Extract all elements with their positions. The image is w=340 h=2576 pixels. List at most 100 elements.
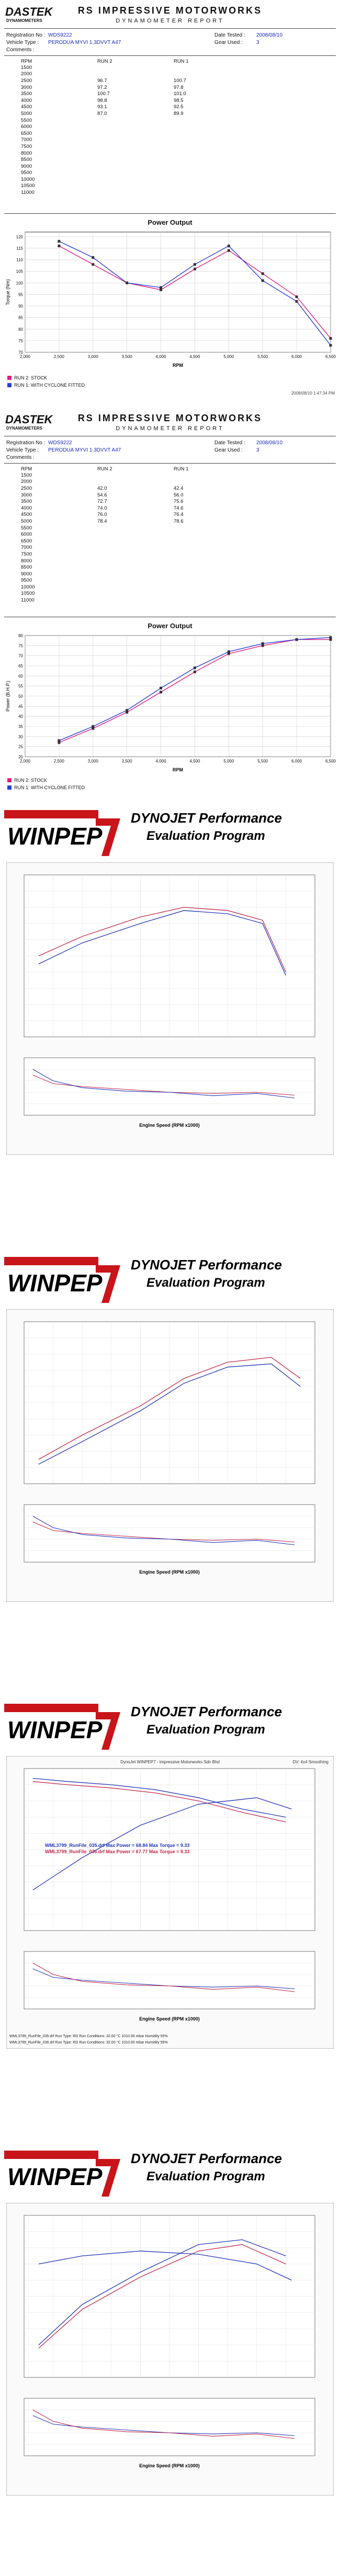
table-cell: 98.8 — [97, 97, 107, 103]
winpep-report: WINPEP DYNOJET Performance Evaluation Pr… — [0, 2145, 340, 2574]
table-row: 3500 100.7 101.0 — [21, 90, 250, 97]
table-cell — [174, 137, 250, 144]
report-subtitle: DYNAMOMETER REPORT — [116, 425, 224, 432]
table-row: 5500 — [21, 525, 250, 532]
x-tick-label: 3,000 — [88, 759, 99, 764]
table-cell: 8000 — [21, 558, 32, 564]
table-row: 7500 — [21, 143, 250, 150]
data-point — [160, 687, 163, 690]
table-row: 5500 — [21, 117, 250, 124]
dyno-curve — [38, 2239, 286, 2346]
table-cell: 6500 — [21, 130, 32, 136]
table-cell — [97, 472, 174, 479]
y-tick-label: 65 — [18, 664, 23, 668]
vehicle-row: Vehicle Type : PERODUA MYVI 1.3DVVT A47 — [6, 40, 121, 45]
divider — [4, 28, 336, 29]
y-tick-label: 90 — [18, 304, 23, 309]
table-cell — [174, 64, 250, 71]
winpep-subtitle: Evaluation Program — [146, 1723, 265, 1737]
table-cell: 10500 — [21, 183, 35, 189]
logo-text: WINPEP — [7, 1269, 103, 1297]
table-row: 10000 — [21, 584, 250, 591]
table-cell: 1500 — [21, 472, 32, 478]
table-cell: 72.7 — [97, 499, 107, 505]
table-cell — [174, 525, 250, 532]
x-tick-label: 4,000 — [156, 759, 167, 764]
footnote-2: WML3799_RunFile_036.drf Run Type: RD Run… — [9, 2040, 168, 2044]
svg-text:DYNAMOMETERS: DYNAMOMETERS — [6, 18, 43, 23]
y-tick-label: 75 — [18, 339, 23, 343]
table-cell — [97, 558, 174, 564]
table-cell — [97, 584, 174, 591]
y-tick-label: 25 — [18, 745, 23, 749]
data-point — [329, 344, 332, 347]
table-cell: 100.7 — [174, 77, 186, 84]
y-tick-label: 100 — [16, 281, 24, 285]
data-point — [160, 690, 163, 694]
header-right: DV: 4x4 Smoothing — [292, 1760, 328, 1764]
table-cell: 42.0 — [97, 485, 107, 491]
winpep-title: DYNOJET Performance — [131, 2151, 282, 2166]
dyno-curve — [38, 2250, 292, 2281]
table-row: 5000 87.0 89.9 — [21, 110, 250, 117]
y-tick-label: 110 — [16, 258, 23, 262]
afr-curve — [32, 1516, 295, 1545]
table-cell — [174, 170, 250, 177]
report-title: RS IMPRESSIVE MOTORWORKS — [77, 413, 263, 423]
winpep-logo: WINPEP — [4, 2151, 120, 2197]
table-cell: 3000 — [21, 492, 32, 498]
table-row: 6500 — [21, 130, 250, 137]
table-cell — [97, 189, 174, 196]
table-cell: 8500 — [21, 157, 32, 163]
x-axis-label: RPM — [173, 767, 183, 772]
table-cell: 100.7 — [97, 91, 110, 97]
y-axis-label: Torque (Nm) — [5, 279, 10, 305]
date-row: Date Tested :2008/08/10 — [214, 32, 283, 38]
table-cell: 11000 — [21, 597, 35, 604]
table-cell: 2000 — [21, 479, 32, 485]
y-tick-label: 55 — [18, 684, 23, 689]
table-row: 8000 — [21, 558, 250, 564]
table-cell: 11000 — [21, 190, 35, 196]
x-tick-label: 4,000 — [156, 354, 167, 359]
logo-seven — [96, 2159, 120, 2197]
table-cell — [97, 577, 174, 584]
table-cell — [97, 123, 174, 130]
data-point — [126, 711, 129, 714]
dastek-power-report: DASTEK DYNAMOMETERS RS IMPRESSIVE MOTORW… — [0, 408, 340, 794]
data-point — [261, 644, 264, 647]
table-cell: 9000 — [21, 571, 32, 577]
table-cell: 87.0 — [97, 110, 107, 117]
data-point — [160, 286, 163, 289]
data-point — [227, 650, 230, 653]
plot-area — [25, 232, 331, 353]
table-cell: 76.0 — [97, 512, 107, 518]
x-tick-label: 5,000 — [223, 354, 234, 359]
logo-seven — [96, 818, 120, 856]
comments-row: Comments : — [6, 47, 35, 53]
table-cell — [174, 123, 250, 130]
comments-row: Comments : — [6, 455, 35, 460]
afr-plot-area — [24, 1951, 315, 2009]
table-cell — [97, 64, 174, 71]
data-point — [92, 727, 95, 730]
table-cell — [174, 150, 250, 157]
table-cell — [174, 130, 250, 137]
registration-row: Registration No : WDS9222 — [6, 440, 72, 446]
dyno-curve — [32, 1777, 286, 1818]
table-cell — [97, 156, 174, 163]
table-cell — [97, 71, 174, 78]
table-row: 4000 98.8 98.5 — [21, 97, 250, 104]
y-tick-label: 20 — [18, 755, 23, 759]
x-tick-label: 4,500 — [189, 759, 200, 764]
table-cell: 97.8 — [174, 84, 184, 90]
table-cell: 56.0 — [174, 492, 184, 498]
table-cell — [97, 479, 174, 486]
table-cell: 9500 — [21, 577, 32, 584]
power-chart: 20 25 30 35 40 45 50 55 60 65 70 75 80 2,000 2,500 3,00… — [5, 633, 336, 772]
data-point — [227, 245, 230, 248]
data-point — [193, 671, 196, 674]
table-row: 4500 93.1 92.5 — [21, 104, 250, 111]
torque-table: RPM RUN 2 RUN 1 1500 2000 2500 96.7 100.7 300… — [21, 59, 250, 196]
chart-title: Power Output — [148, 622, 192, 630]
